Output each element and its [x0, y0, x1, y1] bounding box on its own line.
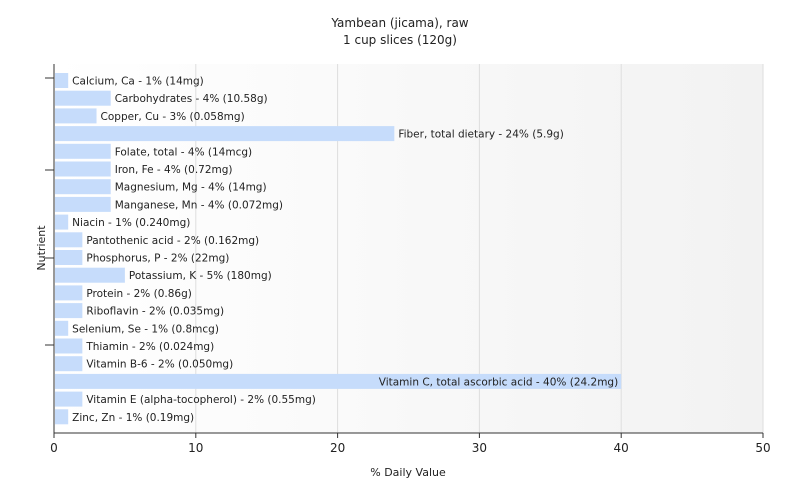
- bar-label: Thiamin - 2% (0.024mg): [85, 341, 214, 353]
- chart-subtitle: 1 cup slices (120g): [343, 33, 457, 47]
- x-tick-label: 40: [614, 441, 629, 455]
- bar: [55, 143, 111, 159]
- bar: [55, 214, 69, 230]
- bar-label: Calcium, Ca - 1% (14mg): [72, 76, 204, 88]
- bar-label: Phosphorus, P - 2% (22mg): [86, 253, 229, 265]
- bar-label: Vitamin B-6 - 2% (0.050mg): [86, 359, 233, 371]
- bar: [55, 90, 111, 106]
- bar-label: Vitamin C, total ascorbic acid - 40% (24…: [379, 376, 618, 388]
- bar: [55, 196, 111, 212]
- chart-title: Yambean (jicama), raw: [330, 16, 468, 30]
- plot-area: [54, 64, 763, 433]
- x-tick-label: 0: [50, 441, 58, 455]
- bar: [55, 267, 125, 283]
- bar-labels-group: Calcium, Ca - 1% (14mg) Carbohydrates - 4…: [72, 76, 618, 424]
- bar-label: Niacin - 1% (0.240mg): [72, 217, 190, 229]
- bar: [55, 409, 69, 425]
- bar: [55, 391, 83, 407]
- bar: [55, 373, 622, 389]
- y-axis-title: Nutrient: [35, 225, 48, 271]
- x-tick-labels: 0 10 20 30 40 50: [50, 441, 770, 455]
- bar-label: Pantothenic acid - 2% (0.162mg): [86, 235, 259, 247]
- bar: [55, 356, 83, 372]
- bar-label: Riboflavin - 2% (0.035mg): [86, 306, 224, 318]
- bar-label: Vitamin E (alpha-tocopherol) - 2% (0.55m…: [86, 394, 315, 406]
- bar-label: Fiber, total dietary - 24% (5.9g): [398, 129, 563, 141]
- bar-label: Folate, total - 4% (14mcg): [115, 146, 252, 158]
- bar-label: Selenium, Se - 1% (0.8mcg): [72, 323, 219, 335]
- x-axis-title: % Daily Value: [370, 466, 446, 479]
- x-tick-label: 30: [472, 441, 487, 455]
- bar: [55, 108, 97, 124]
- bar: [55, 338, 83, 354]
- bar: [55, 73, 69, 88]
- bar: [55, 179, 111, 195]
- bar: [55, 161, 111, 177]
- bar-label: Magnesium, Mg - 4% (14mg): [115, 182, 267, 194]
- bar: [55, 285, 83, 301]
- bar-label: Carbohydrates - 4% (10.58g): [115, 93, 268, 105]
- x-tick-label: 20: [330, 441, 345, 455]
- x-tick-label: 50: [755, 441, 770, 455]
- bar: [55, 126, 395, 142]
- bar: [55, 320, 69, 336]
- bar: [55, 232, 83, 248]
- axes-group: [45, 64, 764, 438]
- bar-label: Copper, Cu - 3% (0.058mg): [101, 111, 245, 123]
- bar-label: Zinc, Zn - 1% (0.19mg): [72, 412, 194, 424]
- bar-label: Iron, Fe - 4% (0.72mg): [115, 164, 233, 176]
- bar: [55, 303, 83, 319]
- grid-lines: [195, 64, 764, 433]
- bar: [55, 250, 83, 265]
- bars-group: [55, 73, 622, 425]
- x-tick-label: 10: [188, 441, 203, 455]
- bar-label: Protein - 2% (0.86g): [86, 288, 192, 300]
- bar-label: Manganese, Mn - 4% (0.072mg): [115, 199, 283, 211]
- bar-label: Potassium, K - 5% (180mg): [129, 270, 272, 282]
